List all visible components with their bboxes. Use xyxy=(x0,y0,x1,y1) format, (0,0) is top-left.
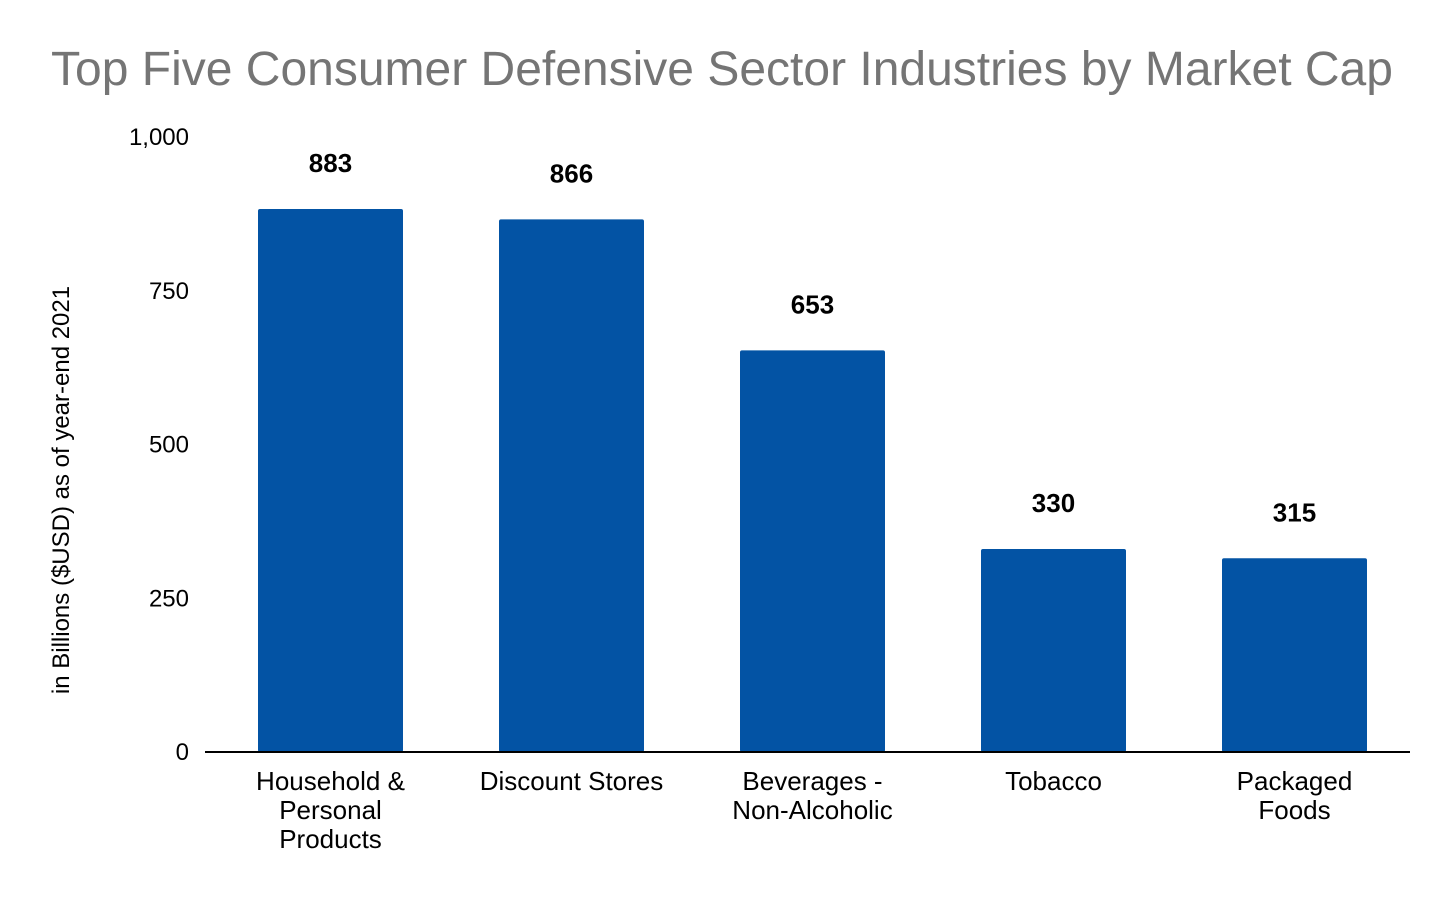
x-tick-label: Personal xyxy=(279,795,382,825)
x-tick-label: Beverages - xyxy=(742,766,882,796)
bar xyxy=(740,350,885,752)
bar xyxy=(258,208,403,752)
bar-data-label: 653 xyxy=(791,289,834,319)
y-tick-label: 750 xyxy=(149,278,189,305)
x-tick-label: Discount Stores xyxy=(480,766,664,796)
y-tick-label: 1,000 xyxy=(129,124,189,151)
x-tick-label: Household & xyxy=(256,766,405,796)
x-tick-label: Tobacco xyxy=(1005,766,1102,796)
bar-data-label: 883 xyxy=(309,148,352,178)
data-labels: 883 866 653 330 315 xyxy=(309,148,1316,527)
bar-data-label: 866 xyxy=(550,158,593,188)
x-tick-label: Products xyxy=(279,824,382,854)
bar xyxy=(981,549,1126,752)
y-axis-ticks: 0 250 500 750 1,000 xyxy=(129,124,189,766)
y-tick-label: 250 xyxy=(149,585,189,612)
bars xyxy=(258,208,1367,752)
x-tick-label: Foods xyxy=(1258,795,1330,825)
bar-data-label: 315 xyxy=(1273,497,1316,527)
y-axis-label: in Billions ($USD) as of year-end 2021 xyxy=(48,286,75,694)
x-tick-label: Non-Alcoholic xyxy=(732,795,892,825)
bar xyxy=(499,219,644,752)
bar xyxy=(1222,558,1367,752)
x-tick-label: Packaged xyxy=(1237,766,1353,796)
chart-title: Top Five Consumer Defensive Sector Indus… xyxy=(51,43,1393,96)
bar-data-label: 330 xyxy=(1032,488,1075,518)
y-tick-label: 500 xyxy=(149,432,189,459)
y-tick-label: 0 xyxy=(176,739,189,766)
